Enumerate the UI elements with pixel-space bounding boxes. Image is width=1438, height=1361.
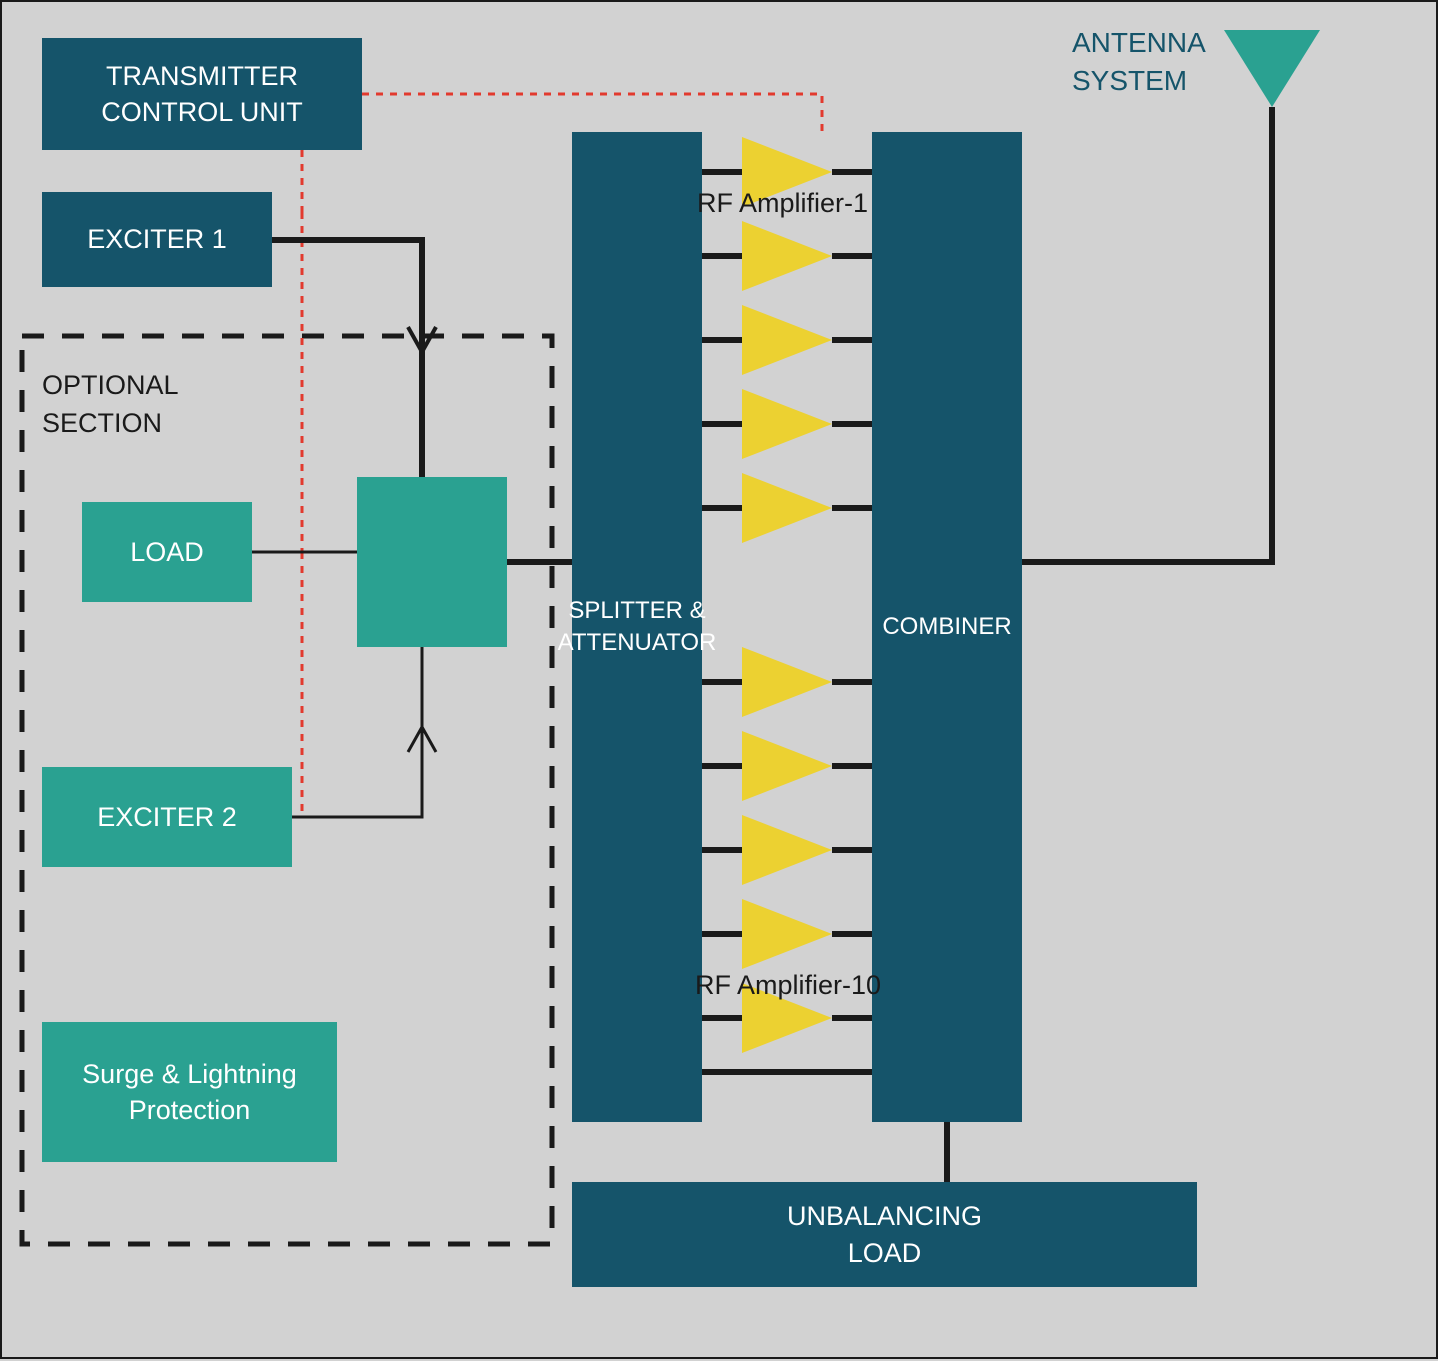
unbalancing-load-block: UNBALANCINGLOAD: [572, 1182, 1197, 1287]
load-label: LOAD: [130, 534, 204, 570]
rf-amplifier-10-label: RF Amplifier-10: [695, 967, 881, 1005]
switch-block: [357, 477, 507, 647]
transmitter-control-unit-block: TRANSMITTERCONTROL UNIT: [42, 38, 362, 150]
unbalancing-load-label: UNBALANCINGLOAD: [787, 1198, 982, 1271]
rf-amplifier-1-label: RF Amplifier-1: [697, 185, 868, 223]
combiner-label: COMBINER: [882, 611, 1011, 643]
splitter-attenuator-block: SPLITTER &ATTENUATOR: [572, 132, 702, 1122]
load-block: LOAD: [82, 502, 252, 602]
exciter-1-label: EXCITER 1: [87, 221, 227, 257]
optional-section-label: OPTIONALSECTION: [42, 367, 179, 443]
exciter-1-block: EXCITER 1: [42, 192, 272, 287]
combiner-block: COMBINER: [872, 132, 1022, 1122]
exciter-2-label: EXCITER 2: [97, 799, 237, 835]
surge-protection-block: Surge & LightningProtection: [42, 1022, 337, 1162]
tcu-label: TRANSMITTERCONTROL UNIT: [101, 58, 303, 131]
antenna-system-label: ANTENNASYSTEM: [1072, 24, 1206, 100]
surge-label: Surge & LightningProtection: [82, 1056, 297, 1129]
diagram-canvas: TRANSMITTERCONTROL UNIT EXCITER 1 LOAD E…: [0, 0, 1438, 1359]
splitter-label: SPLITTER &ATTENUATOR: [558, 595, 717, 660]
exciter-2-block: EXCITER 2: [42, 767, 292, 867]
